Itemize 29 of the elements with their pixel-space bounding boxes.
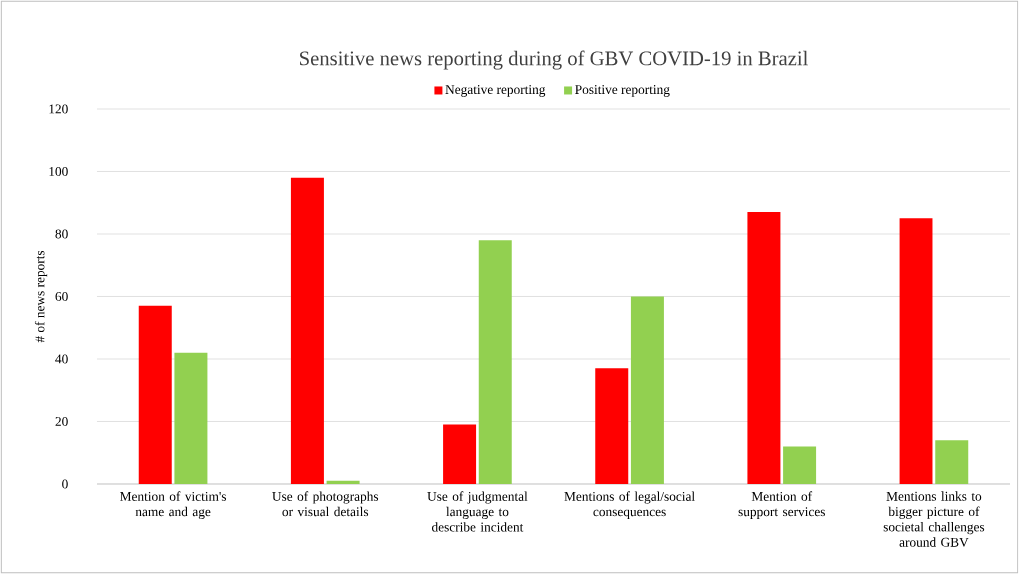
bar [326,480,360,484]
y-tick-label: 20 [55,417,68,426]
legend-label: Negative reporting [445,85,546,97]
x-tick-label: Mention of victim's name and age [120,491,227,519]
bar [174,352,208,484]
x-tick-label: Use of photographs or visual details [272,491,379,517]
x-tick-label: Use of judgmental language to describe incident [427,491,528,532]
bar [595,368,629,484]
bar [443,424,477,484]
x-tick-label: Mention of support services [738,491,825,519]
y-tick-label: 0 [62,479,68,489]
bar [630,296,664,484]
bar [290,177,324,484]
y-tick-label: 40 [55,354,68,364]
bar [747,212,781,484]
bar [935,440,969,484]
x-tick-label: Mentions links to bigger picture of societal challenges around GBV [883,491,985,547]
y-tick-label: 120 [49,104,68,114]
chart-title: Sensitive news reporting during of GBV COVID-19 in Brazil [300,50,808,70]
bar [138,305,172,484]
y-tick-label: 100 [49,167,68,176]
y-tick-label: 80 [55,229,68,239]
legend-label: Positive reporting [575,85,670,97]
x-tick-label: Mentions of legal/social consequences [564,491,695,519]
bar [478,240,512,484]
bar [783,446,817,484]
y-tick-label: 60 [55,292,68,301]
y-axis-title: # of news reports [34,250,48,343]
bar [899,218,933,484]
